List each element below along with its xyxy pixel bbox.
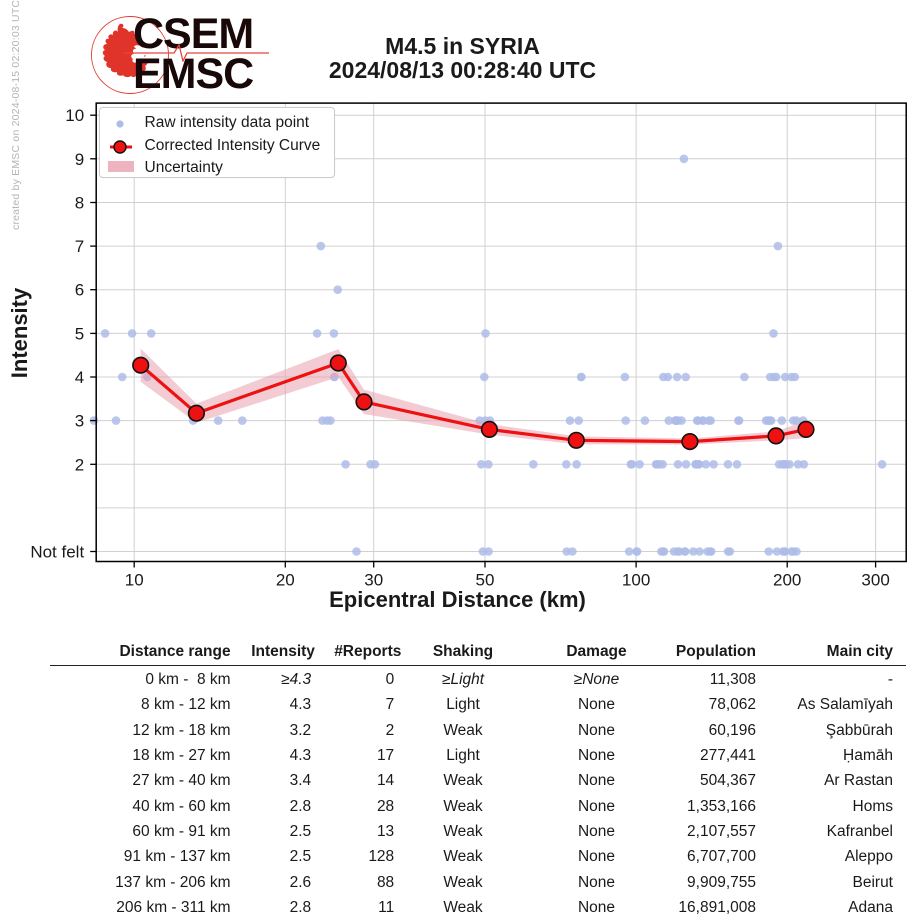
svg-text:4: 4 — [75, 368, 84, 387]
svg-text:8: 8 — [75, 194, 84, 213]
svg-text:2: 2 — [75, 455, 84, 474]
svg-text:10: 10 — [65, 106, 84, 125]
svg-text:50: 50 — [476, 571, 495, 590]
svg-text:Not felt: Not felt — [30, 543, 84, 562]
svg-text:5: 5 — [75, 324, 84, 343]
svg-text:6: 6 — [75, 281, 84, 300]
svg-text:10: 10 — [125, 571, 144, 590]
svg-text:9: 9 — [75, 150, 84, 169]
svg-text:200: 200 — [773, 571, 801, 590]
svg-text:100: 100 — [622, 571, 650, 590]
svg-text:300: 300 — [861, 571, 889, 590]
svg-text:3: 3 — [75, 412, 84, 431]
svg-text:20: 20 — [276, 571, 295, 590]
svg-text:7: 7 — [75, 237, 84, 256]
svg-text:30: 30 — [364, 571, 383, 590]
